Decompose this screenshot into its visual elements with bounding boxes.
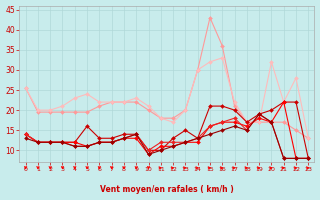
X-axis label: Vent moyen/en rafales ( km/h ): Vent moyen/en rafales ( km/h ) [100,185,234,194]
